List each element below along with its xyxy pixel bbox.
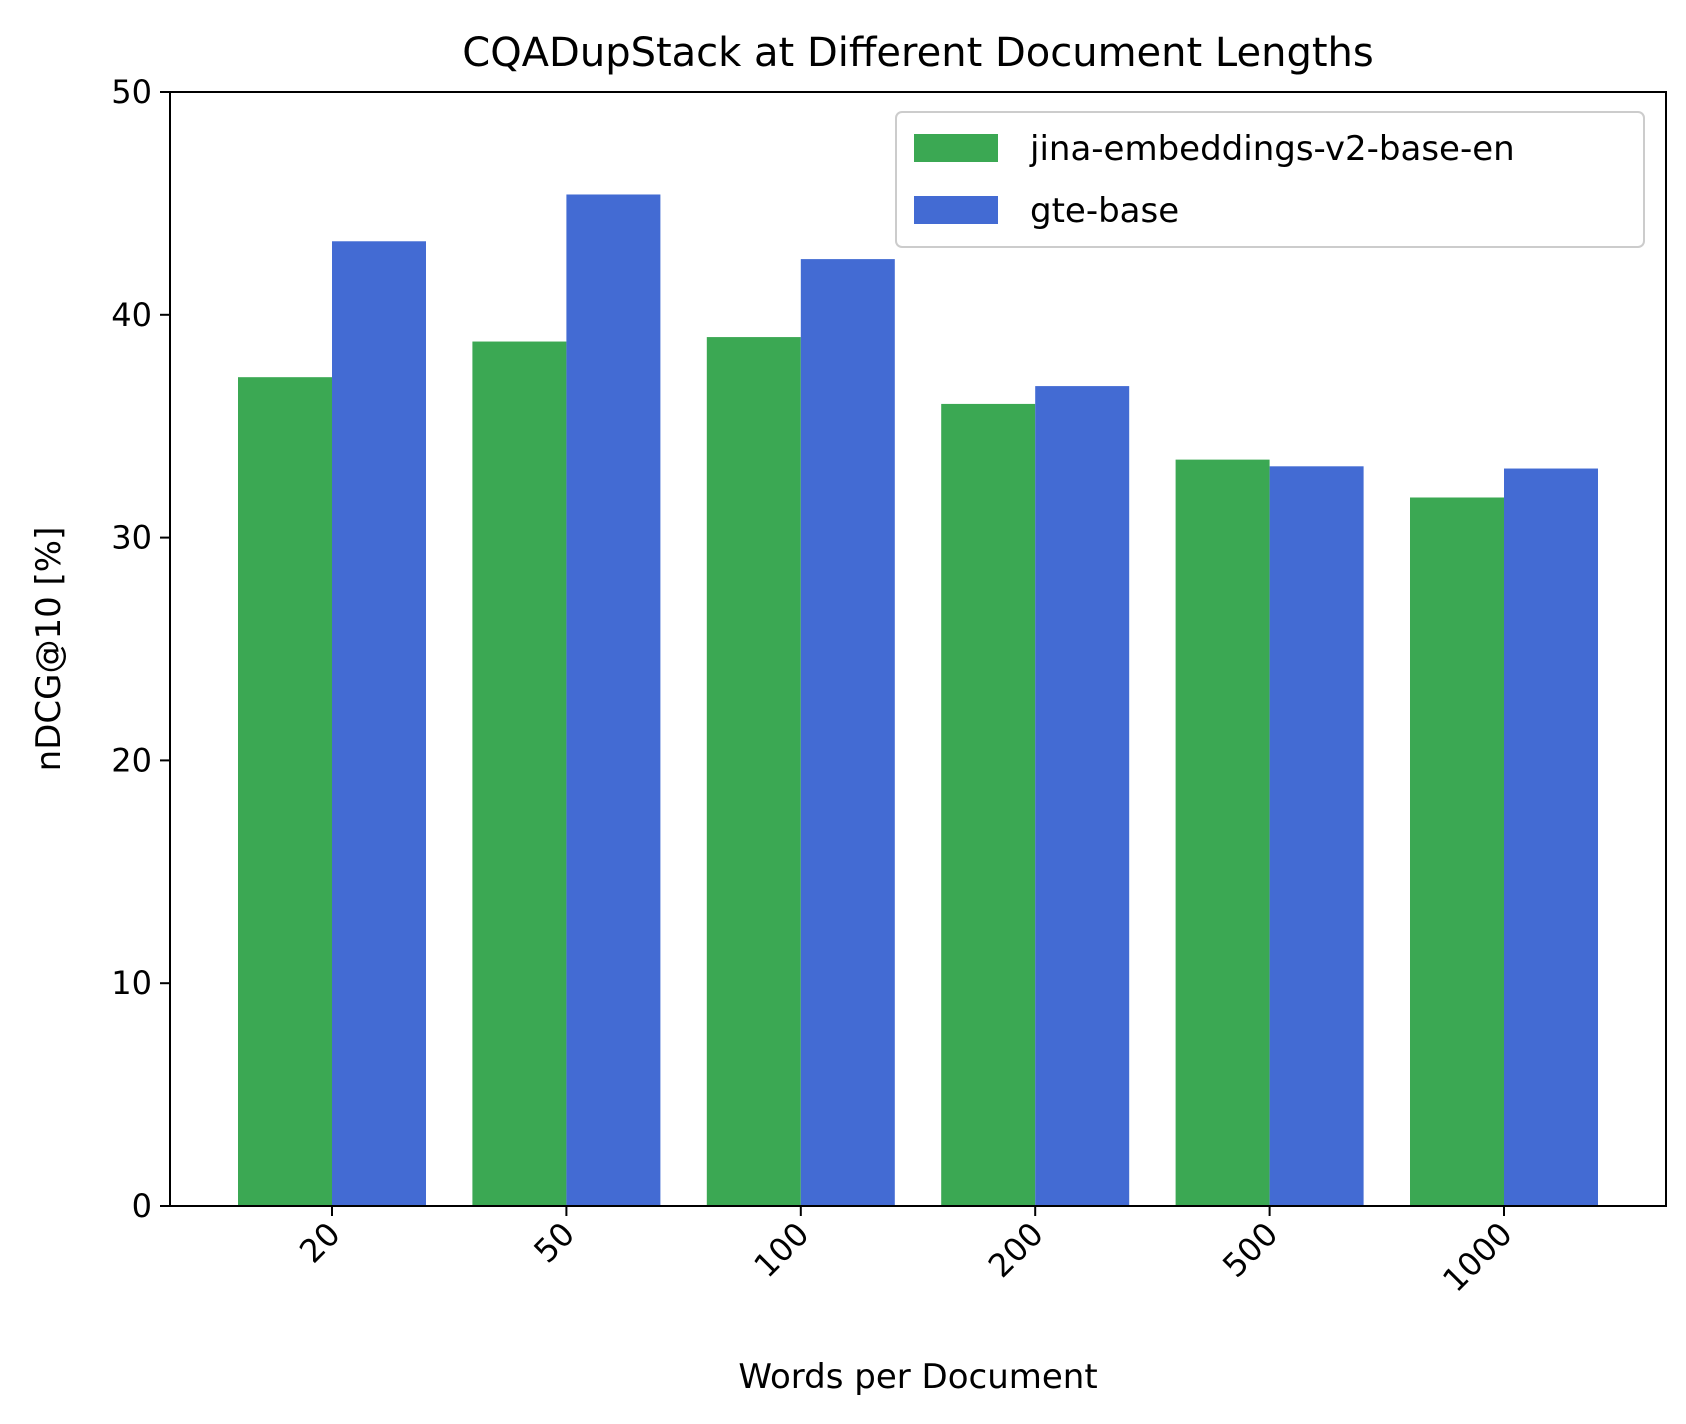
y-axis-label: nDCG@10 [%] [29,527,69,772]
bar-s0-200 [941,403,1036,1206]
chart-title: CQADupStack at Different Document Length… [462,30,1373,76]
bar-s1-50 [566,194,661,1206]
x-tick-label-500: 500 [1215,1215,1285,1285]
x-axis: 20 50 100 200 500 1000 [292,1206,1520,1299]
x-tick-label-1000: 1000 [1435,1215,1519,1299]
legend-label-jina: jina-embeddings-v2-base-en [1029,129,1515,169]
bar-s1-20 [332,241,426,1206]
bar-s1-100 [800,259,895,1207]
bar-s0-500 [1175,459,1270,1206]
x-tick-label-50: 50 [526,1215,582,1271]
bar-s1-200 [1035,386,1130,1206]
legend-frame [895,111,1645,248]
bar-s0-1000 [1410,497,1504,1207]
y-tick-label-0: 0 [132,1187,152,1225]
y-tick-label-50: 50 [111,73,152,111]
x-tick-label-20: 20 [292,1215,348,1271]
legend-label-gte: gte-base [1030,191,1179,231]
x-tick-label-100: 100 [746,1215,816,1285]
legend-swatch-jina [914,134,998,162]
y-tick-label-30: 30 [111,519,152,557]
legend-swatch-gte [914,196,998,224]
bar-s1-1000 [1504,468,1598,1207]
plot-frame [169,91,1667,1207]
bars-layer [238,194,1598,1207]
bar-s1-500 [1269,466,1364,1207]
y-tick-label-40: 40 [111,296,152,334]
bar-s0-20 [238,377,332,1207]
y-tick-label-10: 10 [111,964,152,1002]
bar-s0-100 [706,337,801,1207]
legend: jina-embeddings-v2-base-en gte-base [895,111,1645,248]
bar-s0-50 [472,341,567,1206]
x-tick-label-200: 200 [981,1215,1051,1285]
y-axis: 0 10 20 30 40 50 [111,73,170,1225]
x-axis-label: Words per Document [738,1357,1097,1397]
y-tick-label-20: 20 [111,741,152,779]
